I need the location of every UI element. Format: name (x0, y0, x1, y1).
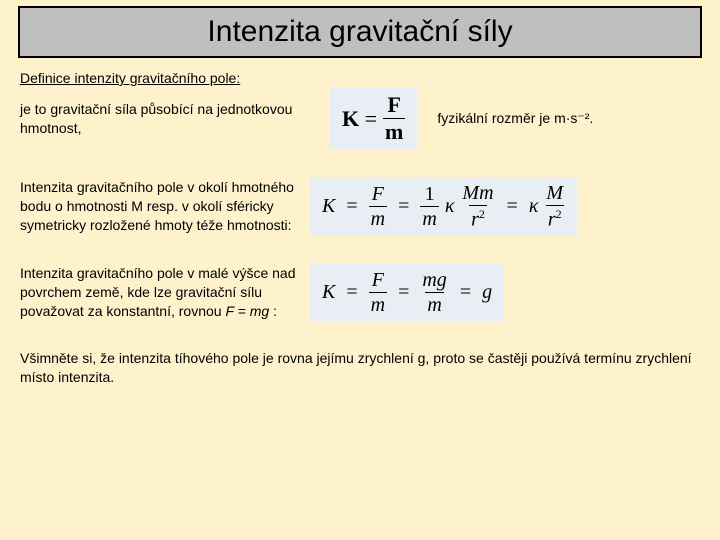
f3-lhs: K (322, 281, 335, 304)
f2-t1-den: m (369, 206, 387, 229)
title-box: Intenzita gravitační síly (18, 6, 702, 58)
f2-t3-num: Mm (460, 183, 495, 205)
block2-row: Intenzita gravitačního pole v okolí hmot… (20, 177, 700, 236)
f2-lhs: K (322, 195, 335, 218)
block2-text: Intenzita gravitačního pole v okolí hmot… (20, 178, 310, 235)
f2-t4-den-exp: 2 (556, 207, 562, 221)
f2-t3-den-exp: 2 (479, 207, 485, 221)
f3-t2-num: mg (420, 270, 448, 292)
definition-text: je to gravitační síla působící na jednot… (20, 100, 330, 138)
block3-row: Intenzita gravitačního pole v malé výšce… (20, 264, 700, 321)
f1-num: F (387, 92, 400, 117)
block3-text: Intenzita gravitačního pole v malé výšce… (20, 264, 310, 321)
f2-t2-num: 1 (423, 184, 437, 206)
f2-kappa: κ (445, 195, 455, 218)
f3-t1-den: m (369, 292, 387, 315)
f2-t1-num: F (370, 184, 386, 206)
formula-k-kappa: K = F m = 1 m κ Mm r2 = κ M r2 (310, 177, 577, 236)
definition-heading: Definice intenzity gravitačního pole: (20, 70, 700, 86)
block3-text-b: : (269, 303, 277, 319)
f2-t4-num: M (544, 183, 565, 205)
f2-kappa2: κ (529, 195, 539, 218)
f1-lhs: K (342, 106, 359, 131)
dimension-text: fyzikální rozměr je m·s⁻². (437, 110, 593, 127)
block3-inline-formula: F = mg (225, 303, 269, 319)
f3-t1-num: F (370, 270, 386, 292)
f3-rhs: g (482, 281, 492, 304)
f2-t4-den-base: r (548, 209, 556, 231)
note-text: Všimněte si, že intenzita tíhového pole … (20, 349, 700, 388)
content-area: Definice intenzity gravitačního pole: je… (20, 70, 700, 388)
page-title: Intenzita gravitační síly (207, 15, 512, 49)
definition-row: je to gravitační síla působící na jednot… (20, 88, 700, 149)
formula-k-f-over-m: K = F m (330, 88, 417, 149)
f3-t2-den: m (425, 292, 443, 315)
f2-t2-den: m (420, 206, 438, 229)
formula-k-equals-g: K = F m = mg m = g (310, 264, 504, 321)
f2-t3-den-base: r (471, 209, 479, 231)
f1-den: m (385, 119, 403, 144)
